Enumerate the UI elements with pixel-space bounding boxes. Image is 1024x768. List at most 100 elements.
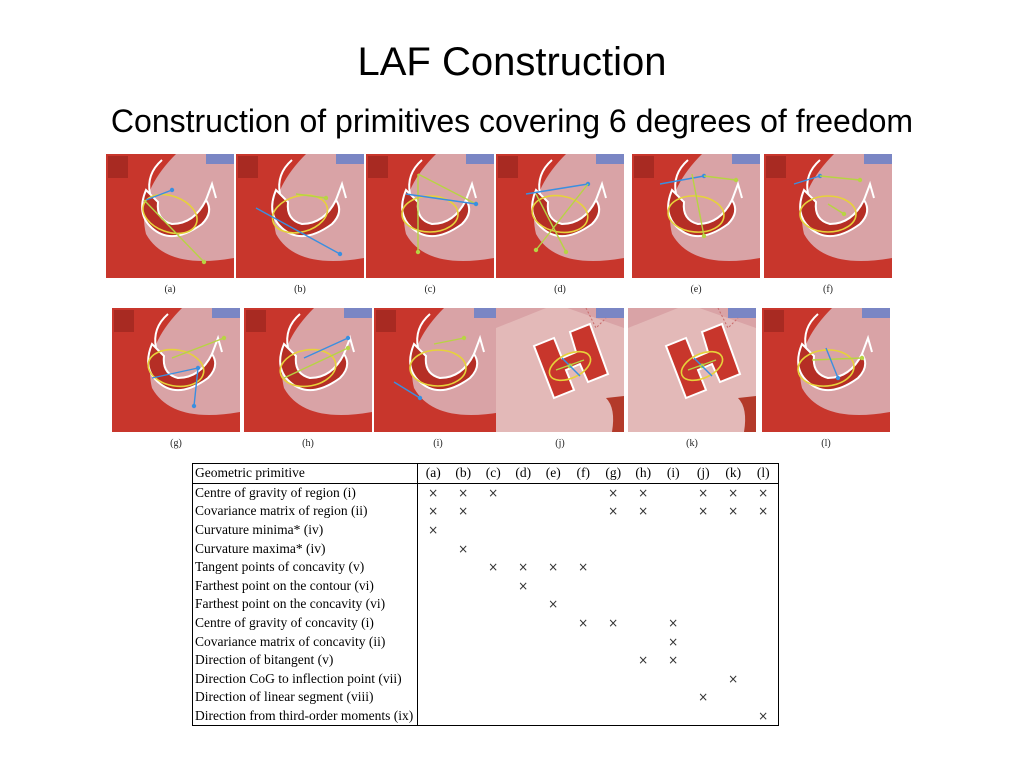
empty-cell [658,595,688,614]
primitives-table: Geometric primitive (a) (b) (c) (d) (e) (f) (g… [192,463,780,727]
row-label: Curvature minima* (iv) [192,520,419,540]
cross-mark: × [428,485,439,500]
empty-cell [628,539,658,558]
cross-mark: × [608,504,619,519]
panel-image [112,308,240,432]
table-row: Centre of gravity of region (i) × × × × × × × × [192,483,779,503]
empty-cell [688,670,718,689]
empty-cell [748,688,779,707]
cross-mark: × [728,485,739,500]
empty-cell [538,632,568,651]
empty-cell [598,670,628,689]
empty-cell [688,595,718,614]
figure-panel: (l) [762,308,890,449]
empty-cell [418,558,449,577]
empty-cell [418,614,449,633]
empty-cell [598,707,628,726]
table-header-col: (f) [568,463,599,484]
empty-cell [688,539,718,558]
empty-cell [748,577,779,596]
empty-cell [748,670,779,689]
empty-cell [598,521,628,540]
empty-cell [598,539,628,558]
figure-panel: (g) [112,308,240,449]
empty-cell [568,521,598,540]
empty-cell [568,577,598,596]
table-row: Curvature maxima* (iv) × [192,539,779,558]
cross-mark: × [758,485,769,500]
figure-panel: (e) [632,154,760,295]
empty-cell [598,651,628,670]
empty-cell [418,670,449,689]
empty-cell [538,688,568,707]
table-header-col: (i) [658,463,689,484]
empty-cell [478,670,508,689]
empty-cell [418,595,449,614]
panel-image [496,154,624,278]
empty-cell [718,577,748,596]
empty-cell [658,502,688,521]
cross-mark: × [608,485,619,500]
empty-cell [658,577,688,596]
panel-caption: (j) [555,438,565,449]
panel-image [236,154,364,278]
cross-mark: × [758,504,769,519]
cross-mark: × [698,485,709,500]
empty-cell [718,688,748,707]
table-row: Direction of bitangent (v) × × [192,650,779,670]
panel-image [764,154,892,278]
empty-cell [658,483,688,502]
cross-mark: × [728,504,739,519]
empty-cell [508,651,538,670]
cross-mark: × [458,504,469,519]
empty-cell [658,670,688,689]
empty-cell [448,707,478,726]
empty-cell [628,632,658,651]
table-header-col: (l) [748,463,779,484]
empty-cell [448,614,478,633]
empty-cell [688,577,718,596]
empty-cell [448,521,478,540]
empty-cell [628,558,658,577]
empty-cell [478,577,508,596]
empty-cell [418,707,449,726]
table-row: Covariance matrix of region (ii) × × × × × × × [192,502,779,521]
empty-cell [598,632,628,651]
table-row: Direction CoG to inflection point (vii) × [192,669,779,689]
empty-cell [628,670,658,689]
figure-panel: (a) [106,154,234,295]
empty-cell [598,688,628,707]
panel-image [366,154,494,278]
empty-cell [568,483,598,502]
empty-cell [508,539,538,558]
empty-cell [538,577,568,596]
table-header-col: (k) [718,463,749,484]
row-label: Direction from third-order moments (ix) [192,706,419,726]
cross-mark: × [578,560,589,575]
empty-cell [568,502,598,521]
empty-cell [508,521,538,540]
empty-cell [508,688,538,707]
empty-cell [478,614,508,633]
empty-cell [418,651,449,670]
empty-cell [448,670,478,689]
table-header-col: (b) [448,463,479,484]
row-label: Centre of gravity of concavity (i) [192,613,419,633]
cross-mark: × [488,485,499,500]
panel-caption: (i) [433,438,443,449]
cross-mark: × [638,485,649,500]
empty-cell [538,670,568,689]
cross-mark: × [428,504,439,519]
empty-cell [718,521,748,540]
empty-cell [718,632,748,651]
panel-image [374,308,502,432]
cross-mark: × [698,504,709,519]
cross-mark: × [518,578,529,593]
cross-mark: × [668,634,679,649]
empty-cell [568,707,598,726]
panel-image [632,154,760,278]
empty-cell [598,595,628,614]
table-header-col: (d) [508,463,539,484]
table-row: Farthest point on the contour (vi) × [192,576,779,596]
empty-cell [748,539,779,558]
